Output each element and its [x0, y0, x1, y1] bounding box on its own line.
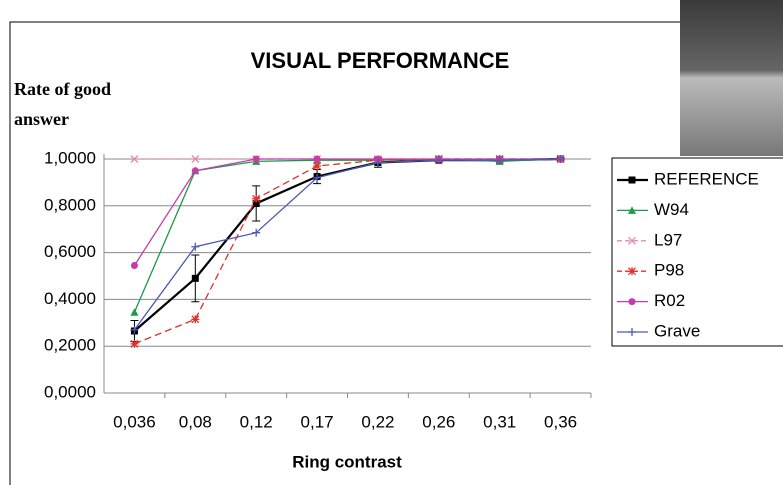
marker — [191, 315, 199, 323]
chart-title: VISUAL PERFORMANCE — [251, 48, 510, 73]
series-line — [134, 159, 560, 331]
y-tick-label: 1,0000 — [44, 148, 96, 167]
y-axis-label: Rate of good answer — [14, 74, 154, 134]
legend-label: P98 — [654, 261, 684, 280]
legend-marker — [628, 267, 636, 275]
marker — [252, 195, 260, 203]
x-axis-label: Ring contrast — [292, 452, 402, 471]
marker — [313, 162, 321, 170]
photo — [680, 0, 783, 156]
legend-label: REFERENCE — [654, 169, 759, 188]
y-tick-label: 0,6000 — [44, 242, 96, 261]
x-tick-label: 0,22 — [361, 412, 394, 431]
marker — [130, 308, 138, 316]
legend-marker — [629, 298, 636, 305]
marker — [253, 156, 260, 163]
y-tick-label: 0,2000 — [44, 336, 96, 355]
marker — [130, 340, 138, 348]
marker — [192, 275, 199, 282]
marker — [314, 156, 321, 163]
x-tick-label: 0,31 — [483, 412, 516, 431]
x-tick-label: 0,17 — [301, 412, 334, 431]
x-tick-label: 0,08 — [179, 412, 212, 431]
chart: VISUAL PERFORMANCE Ring contrast 0,0000 0… — [0, 0, 783, 485]
x-tick-label: 0,12 — [240, 412, 273, 431]
marker — [192, 167, 199, 174]
page: VISUAL PERFORMANCE Ring contrast 0,0000 0… — [0, 0, 783, 485]
y-tick-label: 0,4000 — [44, 289, 96, 308]
x-tick-label: 0,036 — [113, 412, 156, 431]
x-tick-label: 0,26 — [422, 412, 455, 431]
x-tick-label: 0,36 — [544, 412, 577, 431]
y-tick-label: 0,8000 — [44, 195, 96, 214]
legend-label: L97 — [654, 230, 682, 249]
series-line — [134, 159, 560, 265]
legend-label: Grave — [654, 321, 700, 340]
series-line — [134, 159, 560, 312]
series-line — [134, 159, 560, 330]
legend-label: R02 — [654, 291, 685, 310]
legend-marker — [629, 177, 636, 184]
y-tick-label: 0,0000 — [44, 382, 96, 401]
legend-label: W94 — [654, 200, 689, 219]
marker — [131, 262, 138, 269]
